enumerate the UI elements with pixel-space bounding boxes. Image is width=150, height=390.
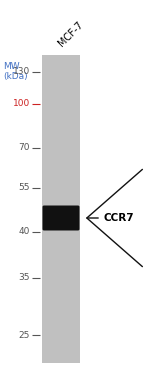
Text: 70: 70 [18,144,30,152]
Text: MCF-7: MCF-7 [56,19,85,48]
Bar [42,55,80,363]
Text: 35: 35 [18,273,30,282]
Text: 40: 40 [19,227,30,236]
FancyBboxPatch shape [42,206,80,230]
Text: 100: 100 [13,99,30,108]
Text: 25: 25 [19,330,30,340]
Text: 55: 55 [18,184,30,193]
Text: CCR7: CCR7 [103,213,134,223]
Text: 130: 130 [13,67,30,76]
Text: MW
(kDa): MW (kDa) [3,62,28,82]
